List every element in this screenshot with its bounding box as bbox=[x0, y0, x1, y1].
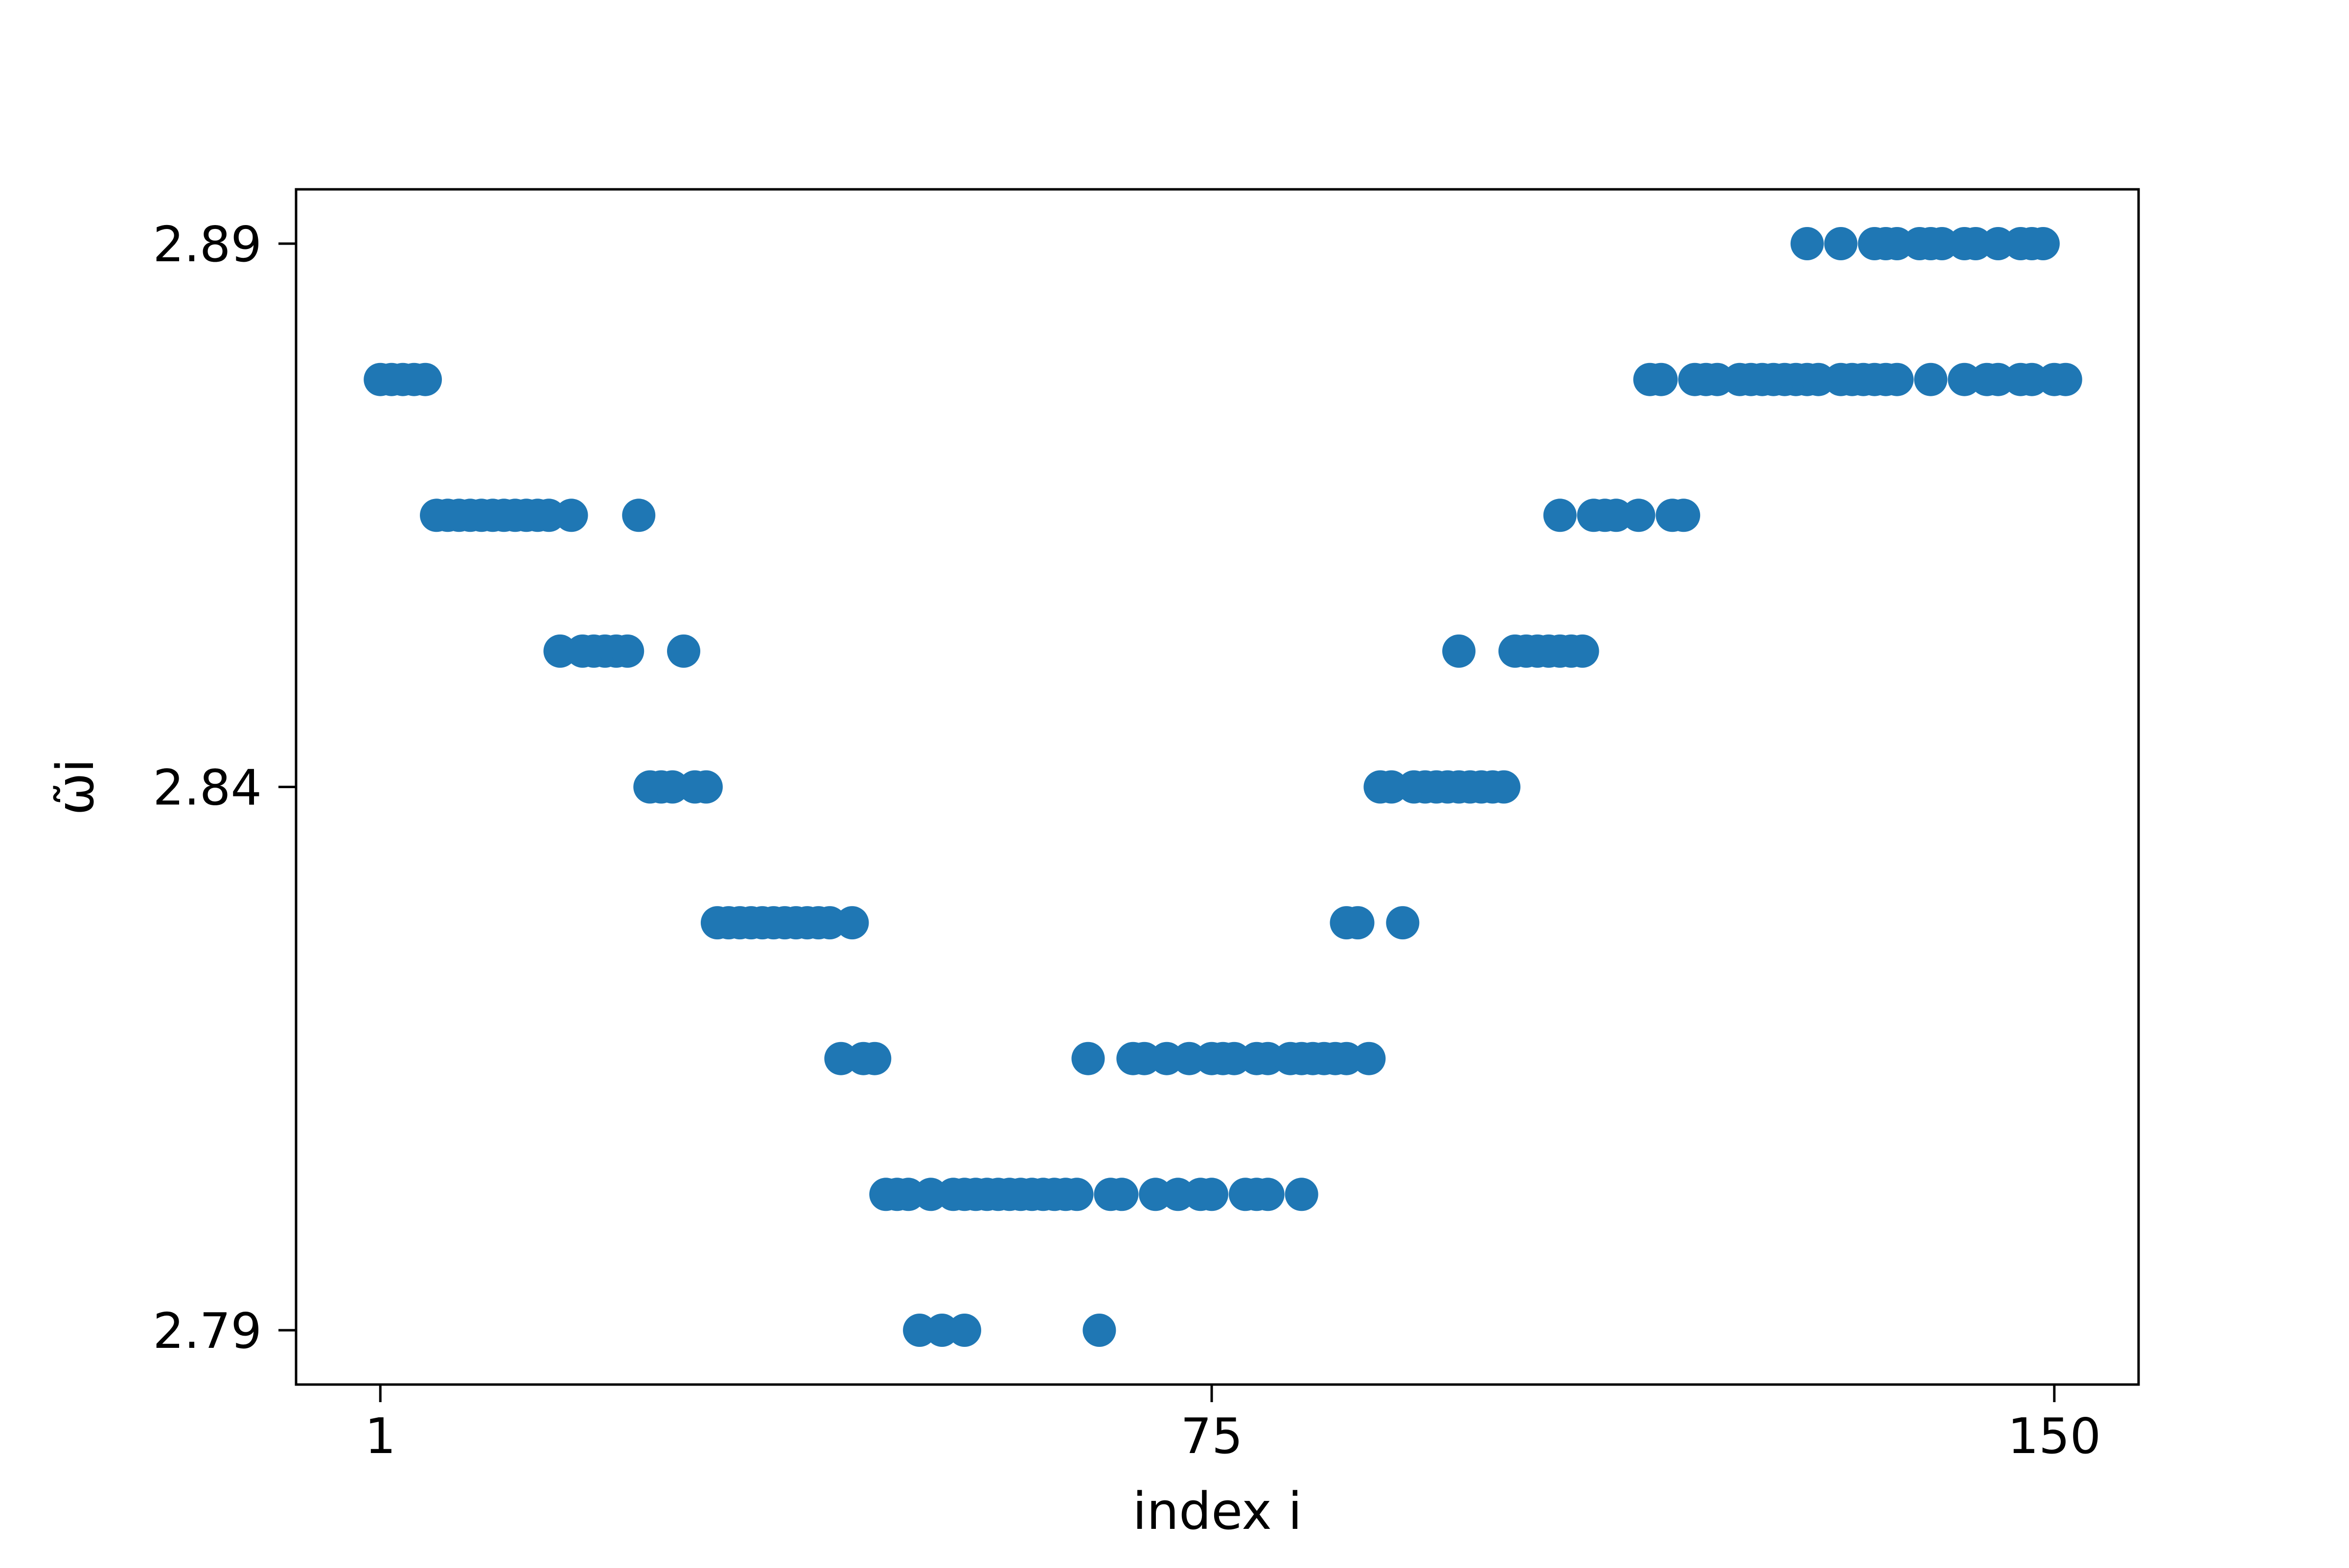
data-point bbox=[1285, 1178, 1318, 1211]
data-point bbox=[2026, 227, 2060, 260]
data-point bbox=[1251, 1178, 1285, 1211]
data-point bbox=[1442, 634, 1476, 668]
y-tick-label: 2.84 bbox=[153, 759, 262, 817]
data-point bbox=[1082, 1314, 1116, 1347]
y-axis-label: ω̃i bbox=[46, 759, 105, 816]
data-point bbox=[1644, 363, 1678, 396]
data-point bbox=[1880, 363, 1914, 396]
data-point bbox=[948, 1314, 981, 1347]
data-point bbox=[1487, 770, 1520, 804]
data-point bbox=[1105, 1178, 1139, 1211]
data-point bbox=[1060, 1178, 1094, 1211]
data-point bbox=[1543, 499, 1577, 532]
y-axis-ticks: 2.79 2.84 2.89 bbox=[153, 216, 296, 1360]
data-point bbox=[2049, 363, 2082, 396]
data-point bbox=[858, 1042, 892, 1075]
data-point bbox=[1195, 1178, 1228, 1211]
y-tick-label: 2.89 bbox=[153, 216, 262, 273]
data-point bbox=[409, 363, 442, 396]
data-point bbox=[1914, 363, 1948, 396]
y-tick-label: 2.79 bbox=[153, 1302, 262, 1360]
data-point bbox=[1071, 1042, 1105, 1075]
x-axis-label: index i bbox=[1132, 1481, 1302, 1541]
data-point bbox=[835, 906, 869, 940]
x-tick-label: 1 bbox=[365, 1408, 396, 1465]
x-tick-label: 75 bbox=[1180, 1408, 1243, 1465]
data-point bbox=[667, 634, 700, 668]
x-tick-label: 150 bbox=[2007, 1408, 2101, 1465]
data-points-layer bbox=[364, 227, 2082, 1347]
data-point bbox=[1790, 227, 1824, 260]
data-point bbox=[611, 634, 645, 668]
data-point bbox=[554, 499, 588, 532]
data-point bbox=[1566, 634, 1599, 668]
axes-layer: 1 75 150 2.79 2.84 2.89 index i ω̃i bbox=[46, 188, 2140, 1541]
data-point bbox=[1667, 499, 1701, 532]
data-point bbox=[1622, 499, 1656, 532]
data-point bbox=[1824, 227, 1858, 260]
data-point bbox=[689, 770, 723, 804]
data-point bbox=[1386, 906, 1420, 940]
data-point bbox=[1341, 906, 1375, 940]
x-axis-ticks: 1 75 150 bbox=[365, 1385, 2101, 1465]
data-point bbox=[622, 499, 656, 532]
data-point bbox=[1352, 1042, 1386, 1075]
